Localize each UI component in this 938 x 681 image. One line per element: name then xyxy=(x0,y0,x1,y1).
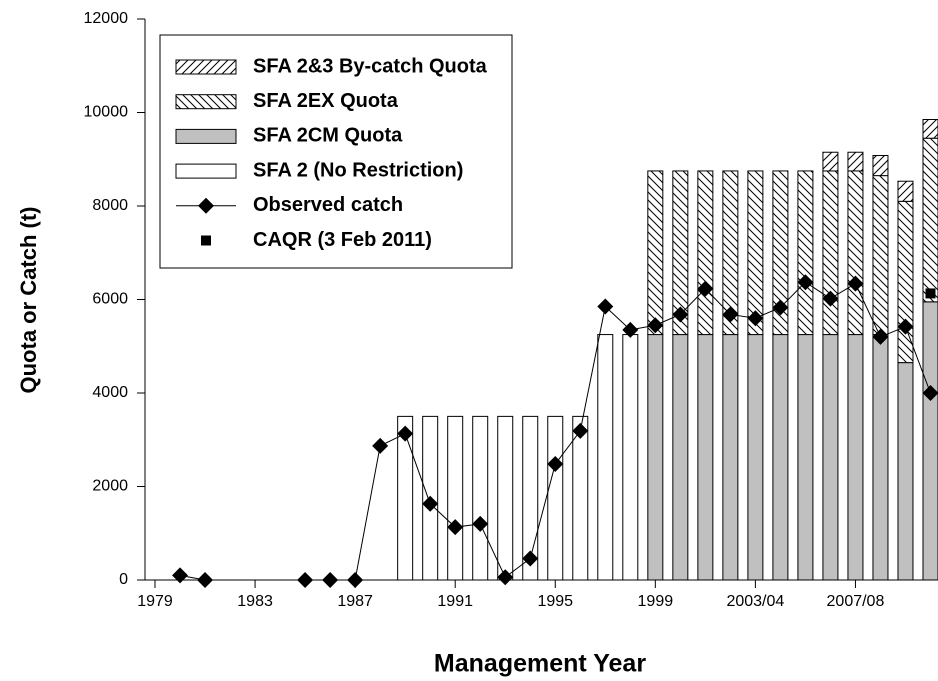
y-tick-label: 2000 xyxy=(92,478,128,495)
legend-label: CAQR (3 Feb 2011) xyxy=(253,229,432,251)
catch-point xyxy=(547,456,564,473)
bar-segment xyxy=(472,415,489,581)
catch-point xyxy=(522,550,539,567)
catch-point xyxy=(597,298,614,315)
bar-segment xyxy=(847,151,864,172)
legend-marker xyxy=(198,197,214,214)
legend-swatch xyxy=(175,163,237,179)
catch-point xyxy=(797,274,814,291)
bar-segment xyxy=(697,170,714,336)
bar-segment xyxy=(797,334,814,581)
bar-segment xyxy=(622,334,639,581)
catch-point xyxy=(747,310,764,327)
y-axis-title: Quota or Catch (t) xyxy=(16,207,41,394)
bar-segment xyxy=(897,180,914,202)
bar-segment xyxy=(922,137,938,303)
bar-segment xyxy=(822,334,839,581)
legend-swatch xyxy=(175,128,237,144)
legend-label: SFA 2EX Quota xyxy=(253,90,399,112)
catch-point xyxy=(722,306,739,323)
bar-segment xyxy=(922,301,938,581)
x-tick-label: 1991 xyxy=(437,593,473,610)
catch-point xyxy=(647,317,664,334)
bar-segment xyxy=(872,334,889,581)
y-tick-label: 8000 xyxy=(92,197,128,214)
catch-point xyxy=(697,280,714,297)
legend-marker xyxy=(201,235,211,246)
bar-segment xyxy=(572,415,589,581)
catch-point xyxy=(197,572,214,588)
bar-segment xyxy=(747,170,764,336)
legend-label: Observed catch xyxy=(253,194,403,216)
legend-label: SFA 2 (No Restriction) xyxy=(253,159,463,181)
catch-point xyxy=(847,275,864,292)
bar-segment xyxy=(647,334,664,581)
catch-point xyxy=(822,290,839,307)
bar-segment xyxy=(922,119,938,139)
catch-point xyxy=(322,572,339,588)
catch-point xyxy=(472,515,489,532)
catch-point xyxy=(397,425,414,442)
x-axis-title: Management Year xyxy=(434,650,646,678)
bar-segment xyxy=(872,155,889,177)
bar-segment xyxy=(647,170,664,336)
bar-segment xyxy=(847,334,864,581)
bar-segment xyxy=(672,170,689,336)
catch-point xyxy=(572,422,589,439)
catch-point xyxy=(172,567,189,584)
bar-segment xyxy=(897,362,914,581)
legend-label: SFA 2&3 By-catch Quota xyxy=(253,55,488,77)
bar-segment xyxy=(872,175,889,336)
bar-segment xyxy=(597,334,614,581)
bar-segment xyxy=(822,170,839,336)
catch-point xyxy=(772,299,789,316)
catch-point xyxy=(422,495,439,512)
bar-segment xyxy=(772,334,789,581)
catch-point xyxy=(347,572,364,588)
bar-segment xyxy=(722,334,739,581)
bar-segment xyxy=(797,170,814,336)
bar-segment xyxy=(747,334,764,581)
catch-point xyxy=(872,328,889,345)
catch-point xyxy=(897,318,914,335)
catch-point xyxy=(922,385,938,401)
catch-point xyxy=(672,306,689,323)
legend-swatch xyxy=(175,94,237,110)
x-tick-label: 2007/08 xyxy=(827,593,885,610)
y-tick-label: 10000 xyxy=(84,104,129,121)
x-tick-label: 1999 xyxy=(638,593,674,610)
x-tick-label: 1995 xyxy=(537,593,573,610)
x-tick-label: 1979 xyxy=(137,593,173,610)
y-tick-label: 12000 xyxy=(84,10,129,27)
bar-segment xyxy=(697,334,714,581)
bar-segment xyxy=(447,415,464,581)
bar-segment xyxy=(722,170,739,336)
catch-point xyxy=(297,572,314,588)
catch-point xyxy=(622,321,639,338)
catch-point xyxy=(497,569,514,586)
bar-segment xyxy=(822,151,839,172)
y-tick-label: 6000 xyxy=(92,291,128,308)
y-tick-label: 0 xyxy=(119,571,128,588)
bar-segment xyxy=(547,415,564,581)
x-tick-label: 1983 xyxy=(237,593,273,610)
x-tick-label: 1987 xyxy=(337,593,373,610)
bar-segment xyxy=(847,170,864,336)
bar-segment xyxy=(497,415,514,581)
catch-point xyxy=(372,437,389,454)
catch-point xyxy=(447,519,464,536)
caqr-point xyxy=(925,288,936,299)
y-tick-label: 4000 xyxy=(92,384,128,401)
bar-segment xyxy=(672,334,689,581)
legend-label: SFA 2CM Quota xyxy=(253,125,403,147)
bar-segment xyxy=(772,170,789,336)
x-tick-label: 2003/04 xyxy=(726,593,784,610)
legend-swatch xyxy=(175,59,237,75)
bar-segment xyxy=(897,200,914,364)
